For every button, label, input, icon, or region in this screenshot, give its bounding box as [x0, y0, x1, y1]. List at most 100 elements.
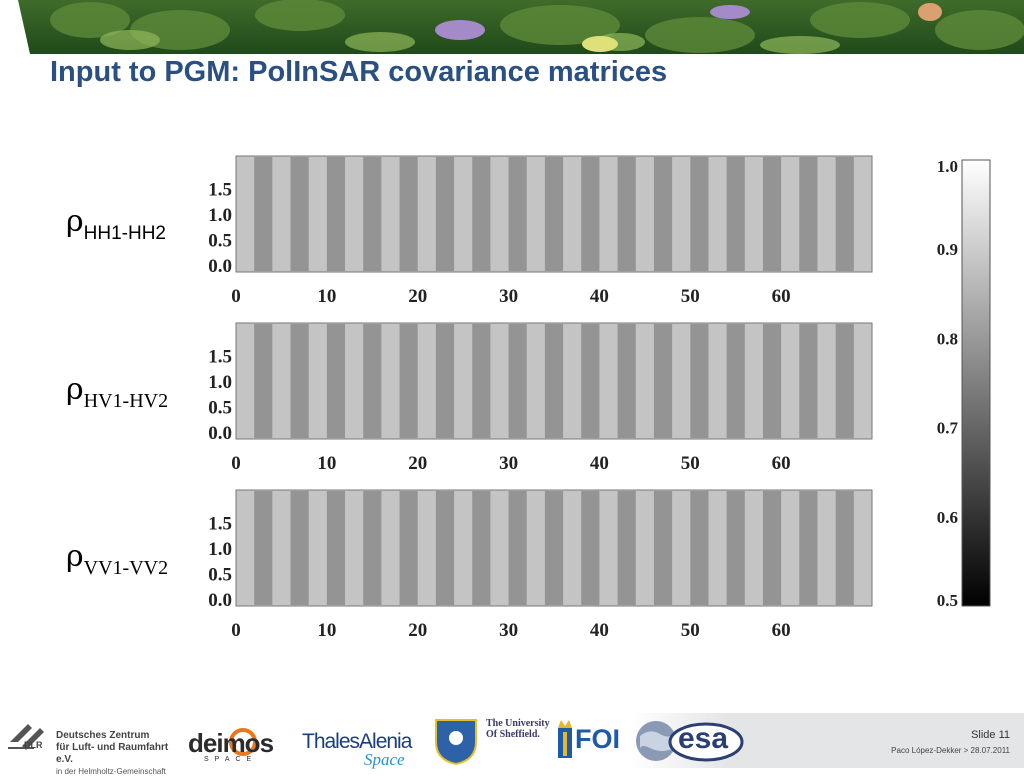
coherence-stripe: [799, 157, 818, 271]
coherence-stripe: [653, 157, 673, 271]
x-tick-label: 30: [499, 286, 518, 307]
slide-title: Input to PGM: PolInSAR covariance matric…: [50, 56, 668, 88]
x-tick-label: 10: [317, 453, 336, 474]
thales-line1: ThalesAlenia: [302, 730, 412, 753]
esa-wordmark: esa: [678, 722, 729, 755]
coherence-stripe: [254, 491, 273, 605]
y-tick-label: 1.0: [208, 372, 232, 393]
y-tick-label: 1.0: [208, 539, 232, 560]
author-date: Paco López-Dekker > 28.07.2011: [891, 746, 1010, 755]
foi-crown-icon: [558, 720, 572, 758]
esa-badge-icon: [668, 722, 744, 762]
coherence-stripe: [363, 491, 382, 605]
coherence-stripe: [799, 491, 818, 605]
coherence-stripe: [617, 157, 636, 271]
coherence-stripe: [399, 157, 418, 271]
x-tick-label: 10: [317, 286, 336, 307]
header-photo-banner: [0, 0, 1024, 54]
foi-logo: FOI: [555, 718, 627, 766]
coherence-stripe: [690, 491, 709, 605]
coherence-stripe: [544, 157, 564, 271]
x-tick-label: 0: [231, 286, 241, 307]
coherence-stripe: [581, 324, 600, 438]
x-tick-label: 60: [772, 620, 791, 641]
y-tick-label: 1.5: [208, 180, 232, 201]
coherence-stripe: [290, 157, 309, 271]
x-tick-label: 50: [681, 286, 700, 307]
rho-symbol: ρ: [66, 204, 84, 239]
coherence-stripe: [326, 157, 346, 271]
coherence-stripe: [653, 491, 673, 605]
y-tick-label: 0.5: [208, 398, 232, 419]
coherence-stripe: [726, 324, 745, 438]
sheffield-crest-icon: [435, 719, 477, 766]
coherence-stripe: [835, 324, 854, 438]
dlr-logo: DLR Deutsches Zentrum für Luft- und Raum…: [4, 716, 184, 776]
coherence-stripe: [544, 491, 564, 605]
rho-subscript: VV1-VV2: [83, 557, 169, 579]
x-tick-label: 0: [231, 453, 241, 474]
coherence-stripe: [617, 324, 636, 438]
colorbar-tick-label: 0.8: [937, 329, 958, 348]
sheffield-logo: The University Of Sheffield.: [432, 716, 550, 768]
x-tick-label: 40: [590, 620, 609, 641]
x-tick-label: 30: [499, 453, 518, 474]
y-tick-label: 0.5: [208, 231, 232, 252]
coherence-stripe: [581, 491, 600, 605]
colorbar-tick-label: 0.9: [937, 240, 958, 259]
coherence-stripe: [290, 324, 309, 438]
y-tick-label: 0.0: [208, 256, 232, 277]
deimos-wordmark: deimos: [188, 728, 274, 758]
coherence-stripe: [435, 324, 455, 438]
row-label-hv: ρHV1-HV2: [66, 372, 168, 412]
foi-wordmark: FOI: [575, 724, 620, 754]
dlr-emblem-icon: [8, 724, 44, 750]
coherence-stripe: [762, 157, 782, 271]
x-tick-label: 10: [317, 620, 336, 641]
y-tick-label: 0.0: [208, 590, 232, 611]
coherence-stripe: [690, 157, 709, 271]
x-tick-label: 20: [408, 286, 427, 307]
coherence-stripe: [363, 157, 382, 271]
thales-line2: Space: [364, 750, 405, 769]
coherence-stripe: [835, 157, 854, 271]
coherence-stripe: [326, 491, 346, 605]
x-tick-label: 50: [681, 453, 700, 474]
coherence-stripe: [290, 491, 309, 605]
covariance-plots: 1.5 1.0 0.5 0.0 0 10 20 30 40 50 60 1.5 1.0 0.5 0.0 0 10…: [208, 155, 991, 641]
x-tick-label: 60: [772, 286, 791, 307]
row-label-vv: ρVV1-VV2: [66, 539, 168, 579]
x-tick-label: 50: [681, 620, 700, 641]
coherence-stripe: [399, 491, 418, 605]
deimos-orbit-icon: [229, 728, 257, 756]
coherence-stripe: [326, 324, 346, 438]
x-tick-label: 0: [231, 620, 241, 641]
coherence-stripe: [835, 491, 854, 605]
coherence-stripe: [435, 157, 455, 271]
rho-symbol: ρ: [66, 372, 84, 407]
coherence-stripe: [653, 324, 673, 438]
dlr-line2: für Luft- und Raumfahrt e.V.: [56, 742, 169, 765]
colorbar-tick-label: 0.7: [937, 419, 959, 438]
coherence-stripe: [508, 157, 527, 271]
y-tick-label: 1.5: [208, 347, 232, 368]
colorbar-tick-label: 0.6: [937, 508, 958, 527]
dlr-line1: Deutsches Zentrum: [56, 730, 150, 741]
sheffield-wordmark: The University Of Sheffield.: [486, 718, 550, 740]
colorbar-tick-label: 0.5: [937, 591, 958, 610]
coherence-stripe: [254, 324, 273, 438]
dlr-name: Deutsches Zentrum für Luft- und Raumfahr…: [56, 730, 184, 778]
earth-globe-icon: [636, 721, 676, 761]
y-tick-label: 0.0: [208, 423, 232, 444]
x-tick-label: 40: [590, 453, 609, 474]
coherence-stripe: [690, 324, 709, 438]
coherence-stripe: [254, 157, 273, 271]
colorbar: [961, 159, 991, 607]
coherence-stripe: [726, 491, 745, 605]
x-tick-label: 30: [499, 620, 518, 641]
coherence-stripe: [617, 491, 636, 605]
row-label-hh: ρHH1-HH2: [66, 204, 166, 244]
slide-number: Slide 11: [971, 729, 1010, 741]
coherence-stripe: [472, 324, 491, 438]
x-tick-label: 40: [590, 286, 609, 307]
